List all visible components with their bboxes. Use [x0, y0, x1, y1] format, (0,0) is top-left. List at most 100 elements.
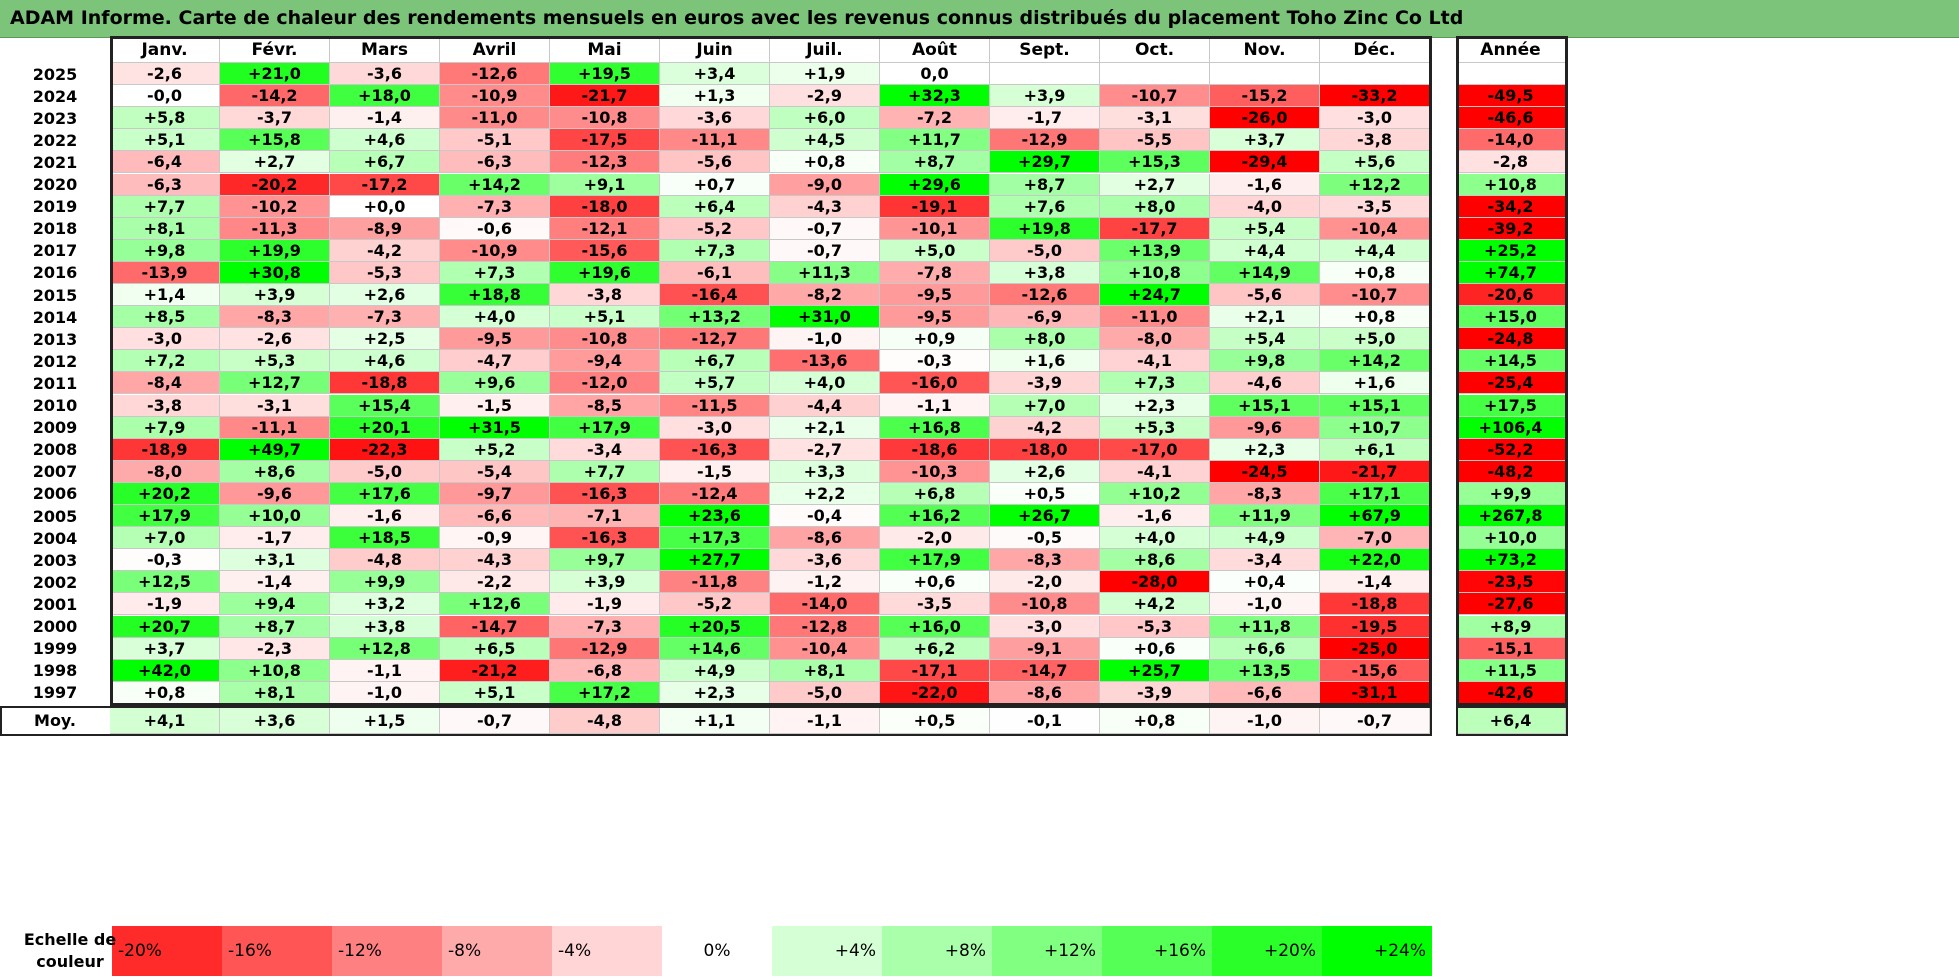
- heatmap-cell: -10,8: [550, 328, 660, 351]
- heatmap-cell: -1,1: [880, 394, 990, 417]
- heatmap-cell: -4,3: [770, 195, 880, 218]
- row-year-label: 2016: [32, 263, 78, 283]
- row-year-label: 2009: [32, 418, 78, 438]
- heatmap-cell: +8,7: [880, 151, 990, 174]
- heatmap-cell: +1,4: [110, 284, 220, 307]
- heatmap-cell: -2,2: [440, 571, 550, 594]
- heatmap-cell: -8,3: [1210, 482, 1320, 505]
- heatmap-cell: -4,3: [440, 549, 550, 572]
- heatmap-cell: +5,1: [110, 129, 220, 152]
- heatmap-cell: -11,1: [660, 129, 770, 152]
- scale-step: -4%: [552, 926, 662, 976]
- heatmap-cell: +1,3: [660, 85, 770, 108]
- heatmap-cell: +4,9: [660, 659, 770, 682]
- heatmap-cell: -1,0: [330, 681, 440, 704]
- heatmap-cell: +20,2: [110, 482, 220, 505]
- heatmap-cell: +29,6: [880, 173, 990, 196]
- heatmap-cell: -29,4: [1210, 151, 1320, 174]
- heatmap-cell: +2,3: [1100, 394, 1210, 417]
- heatmap-cell: +14,6: [660, 637, 770, 660]
- annual-cell: -39,2: [1456, 217, 1566, 240]
- annual-cell: -24,8: [1456, 328, 1566, 351]
- heatmap-cell: [1210, 63, 1320, 86]
- heatmap-cell: +6,7: [660, 350, 770, 373]
- month-header: Août: [880, 38, 990, 63]
- row-year-label: 2019: [32, 197, 78, 217]
- heatmap-cell: -11,1: [220, 416, 330, 439]
- heatmap-cell: -16,3: [660, 438, 770, 461]
- heatmap-cell: +8,0: [990, 328, 1100, 351]
- annual-cell: +10,0: [1456, 527, 1566, 550]
- scale-step: -16%: [222, 926, 332, 976]
- row-year-label: 1998: [32, 661, 78, 681]
- heatmap-cell: -7,8: [880, 261, 990, 284]
- annual-cell: +15,0: [1456, 306, 1566, 329]
- heatmap-cell: +1,9: [770, 63, 880, 86]
- heatmap-cell: -4,8: [330, 549, 440, 572]
- heatmap-cell: -3,8: [110, 394, 220, 417]
- heatmap-cell: -1,9: [550, 593, 660, 616]
- heatmap-cell: +6,7: [330, 151, 440, 174]
- heatmap-cell: +4,0: [1100, 527, 1210, 550]
- heatmap-cell: +3,7: [110, 637, 220, 660]
- annual-cell: +17,5: [1456, 394, 1566, 417]
- row-year-label: 2017: [32, 241, 78, 261]
- heatmap-cell: +12,2: [1320, 173, 1430, 196]
- heatmap-cell: -10,4: [770, 637, 880, 660]
- heatmap-cell: +9,9: [330, 571, 440, 594]
- heatmap-cell: +5,1: [440, 681, 550, 704]
- heatmap-cell: -2,0: [990, 571, 1100, 594]
- heatmap-cell: -10,2: [220, 195, 330, 218]
- heatmap-cell: +2,3: [660, 681, 770, 704]
- heatmap-cell: -24,5: [1210, 460, 1320, 483]
- heatmap-cell: -15,6: [550, 239, 660, 262]
- row-year-label: 2005: [32, 506, 78, 526]
- heatmap-cell: -9,6: [220, 482, 330, 505]
- heatmap-cell: -8,9: [330, 217, 440, 240]
- heatmap-cell: -0,4: [770, 505, 880, 528]
- heatmap-cell: -17,5: [550, 129, 660, 152]
- heatmap-cell: +12,5: [110, 571, 220, 594]
- heatmap-cell: +20,7: [110, 615, 220, 638]
- heatmap-cell: +8,7: [990, 173, 1100, 196]
- heatmap-cell: -17,0: [1100, 438, 1210, 461]
- heatmap-cell: -4,7: [440, 350, 550, 373]
- heatmap-cell: +2,7: [220, 151, 330, 174]
- heatmap-cell: +6,4: [660, 195, 770, 218]
- scale-label: Echelle de couleur: [23, 930, 117, 971]
- heatmap-cell: -3,7: [220, 107, 330, 130]
- month-header: Janv.: [110, 38, 220, 63]
- annual-cell: -23,5: [1456, 571, 1566, 594]
- heatmap-cell: +11,7: [880, 129, 990, 152]
- heatmap-cell: -21,7: [550, 85, 660, 108]
- heatmap-cell: -4,2: [330, 239, 440, 262]
- heatmap-cell: +11,9: [1210, 505, 1320, 528]
- page-title: ADAM Informe. Carte de chaleur des rende…: [10, 7, 1464, 29]
- heatmap-cell: +5,3: [1100, 416, 1210, 439]
- month-header: Mars: [330, 38, 440, 63]
- heatmap-cell: +11,8: [1210, 615, 1320, 638]
- heatmap-cell: -10,9: [440, 239, 550, 262]
- heatmap-cell: -1,5: [440, 394, 550, 417]
- heatmap-cell: +13,2: [660, 306, 770, 329]
- heatmap-cell: +7,7: [110, 195, 220, 218]
- scale-step: +20%: [1212, 926, 1322, 976]
- heatmap-cell: +2,3: [1210, 438, 1320, 461]
- row-year-label: 2004: [32, 528, 78, 548]
- heatmap-cell: -2,7: [770, 438, 880, 461]
- heatmap-cell: -8,5: [550, 394, 660, 417]
- heatmap-cell: -10,7: [1320, 284, 1430, 307]
- annual-cell: -14,0: [1456, 129, 1566, 152]
- row-year-label: 2018: [32, 219, 78, 239]
- heatmap-cell: -3,0: [110, 328, 220, 351]
- heatmap-cell: +8,1: [770, 659, 880, 682]
- heatmap-cell: -9,1: [990, 637, 1100, 660]
- heatmap-cell: -1,4: [220, 571, 330, 594]
- heatmap-cell: -14,2: [220, 85, 330, 108]
- heatmap-cell: +15,3: [1100, 151, 1210, 174]
- heatmap-cell: +0,6: [1100, 637, 1210, 660]
- heatmap-cell: +3,8: [990, 261, 1100, 284]
- average-cell: -0,7: [440, 707, 550, 734]
- year-total-header: Année: [1456, 38, 1566, 63]
- annual-cell: -20,6: [1456, 284, 1566, 307]
